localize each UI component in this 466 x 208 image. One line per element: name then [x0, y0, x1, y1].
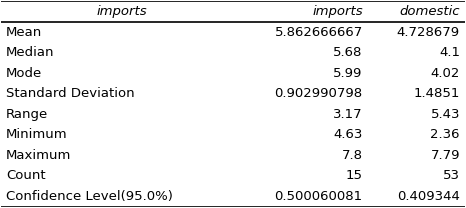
Text: 7.8: 7.8 — [342, 149, 363, 162]
Text: 2.36: 2.36 — [431, 128, 460, 141]
Text: 5.68: 5.68 — [333, 46, 363, 59]
Text: 5.862666667: 5.862666667 — [274, 26, 363, 39]
Text: 0.902990798: 0.902990798 — [274, 87, 363, 100]
Text: 0.409344: 0.409344 — [397, 190, 460, 203]
Text: 3.17: 3.17 — [333, 108, 363, 121]
Text: Maximum: Maximum — [6, 149, 71, 162]
Text: Minimum: Minimum — [6, 128, 68, 141]
Text: 4.728679: 4.728679 — [397, 26, 460, 39]
Text: Median: Median — [6, 46, 55, 59]
Text: Standard Deviation: Standard Deviation — [6, 87, 135, 100]
Text: Count: Count — [6, 169, 46, 182]
Text: 7.79: 7.79 — [431, 149, 460, 162]
Text: imports: imports — [312, 5, 363, 18]
Text: domestic: domestic — [399, 5, 460, 18]
Text: 0.500060081: 0.500060081 — [274, 190, 363, 203]
Text: 1.4851: 1.4851 — [414, 87, 460, 100]
Text: Mode: Mode — [6, 67, 42, 80]
Text: Mean: Mean — [6, 26, 42, 39]
Text: imports: imports — [96, 5, 147, 18]
Text: 4.02: 4.02 — [431, 67, 460, 80]
Text: 5.43: 5.43 — [431, 108, 460, 121]
Text: 4.63: 4.63 — [333, 128, 363, 141]
Text: 5.99: 5.99 — [333, 67, 363, 80]
Text: 4.1: 4.1 — [439, 46, 460, 59]
Text: Confidence Level(95.0%): Confidence Level(95.0%) — [6, 190, 173, 203]
Text: 15: 15 — [346, 169, 363, 182]
Text: 53: 53 — [443, 169, 460, 182]
Text: Range: Range — [6, 108, 48, 121]
